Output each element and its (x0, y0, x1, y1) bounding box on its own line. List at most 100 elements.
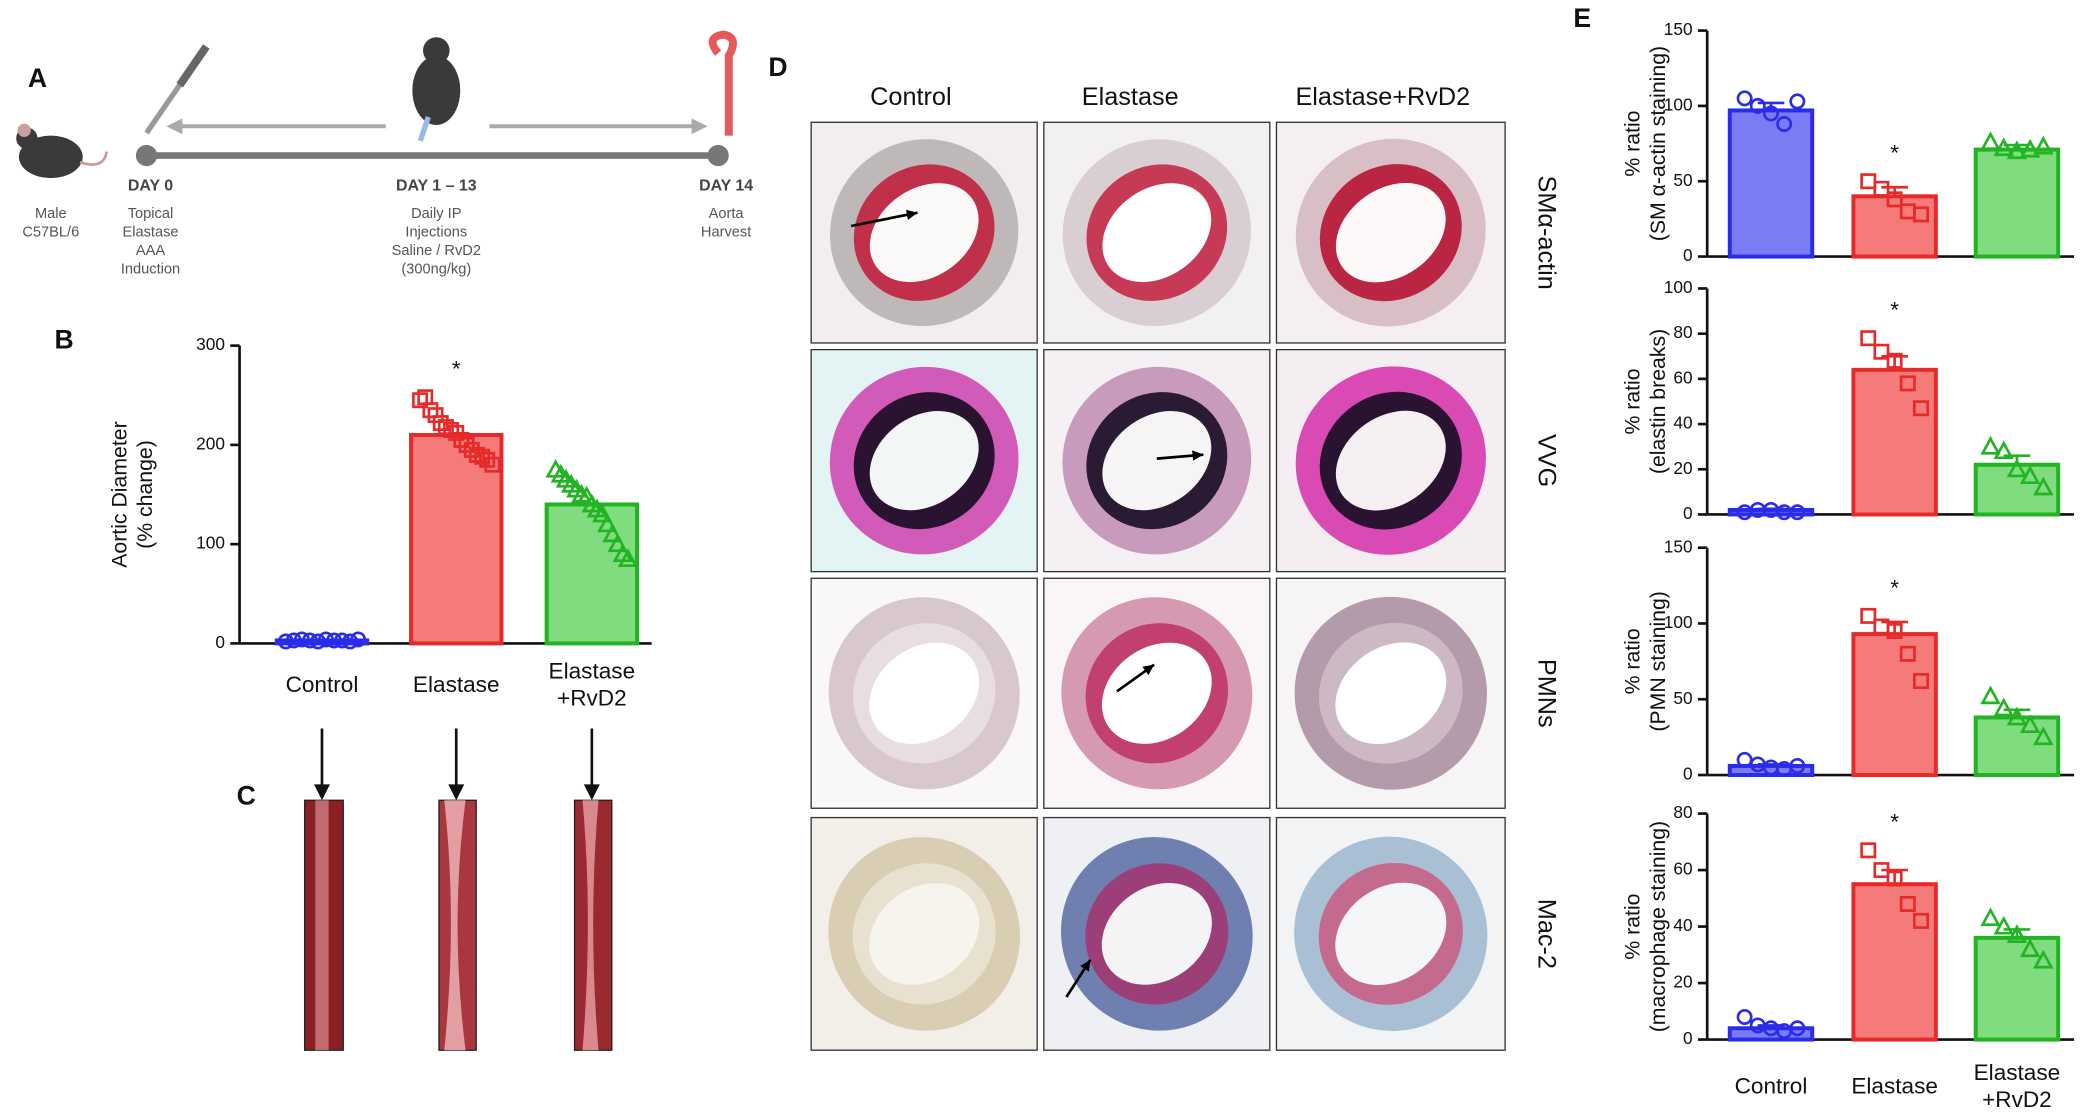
y-tick-label: 0 (1683, 1028, 1693, 1048)
x-tick-label: Elastase +RvD2 (1974, 1060, 2061, 1112)
lumen (1335, 410, 1446, 511)
data-point (2019, 138, 2041, 158)
data-point (591, 503, 613, 523)
data-point (458, 436, 475, 453)
data-point (1749, 97, 1766, 114)
panel-label: B (54, 325, 73, 355)
y-tick-label: 150 (1664, 536, 1693, 556)
lumen (869, 411, 979, 511)
data-point (1860, 330, 1877, 347)
panel-label: E (1573, 3, 1591, 33)
y-tick-label: 80 (1673, 802, 1692, 822)
data-point (571, 483, 592, 503)
bar (1851, 882, 1938, 1042)
data-point (301, 632, 318, 649)
day-note: Daily IP (411, 206, 461, 222)
data-point (1993, 915, 2014, 935)
data-point (1886, 623, 1903, 640)
lumen (869, 883, 980, 985)
data-point (607, 533, 628, 553)
y-tick-label: 100 (1664, 612, 1693, 632)
data-point (597, 513, 618, 533)
y-tick-label: 0 (215, 632, 225, 652)
row-label: PMNs (1532, 659, 1560, 728)
day-note: Aorta (709, 206, 745, 222)
data-point (1886, 352, 1903, 369)
x-tick-label: Control (286, 672, 359, 697)
data-point (1993, 697, 2014, 717)
data-point (2006, 706, 2028, 726)
y-tick-label: 200 (196, 433, 225, 453)
lumen (869, 183, 979, 283)
day-title: DAY 0 (128, 177, 173, 194)
data-point (2019, 938, 2041, 958)
data-point (2006, 140, 2028, 160)
data-point (1899, 645, 1916, 662)
day-note: Harvest (701, 224, 751, 240)
data-point (350, 631, 367, 648)
lumen (1335, 642, 1447, 745)
mouse-label: C57BL/6 (22, 224, 79, 240)
bar (1973, 147, 2061, 259)
lumen (1335, 882, 1447, 986)
panel-label: C (237, 781, 256, 811)
data-point (2033, 476, 2054, 496)
y-tick-label: 300 (196, 334, 225, 354)
y-tick-label: 50 (1673, 170, 1692, 190)
data-point (422, 402, 439, 419)
data-point (1913, 400, 1929, 417)
data-point (617, 548, 639, 568)
bar (1851, 367, 1938, 517)
bar (1727, 507, 1815, 517)
data-point (1913, 912, 1929, 929)
bar (1973, 935, 2061, 1042)
day-note: Saline / RvD2 (392, 243, 481, 259)
data-point (1873, 862, 1890, 879)
data-point (2006, 458, 2028, 478)
mouse-label: Male (35, 206, 67, 222)
bar (1727, 108, 1815, 259)
data-point (1980, 131, 2001, 151)
x-tick-label: Control (1735, 1073, 1808, 1098)
data-point (1860, 173, 1877, 190)
bar (1973, 462, 2061, 517)
y-axis-label: % ratio(PMN staining) (1620, 591, 1670, 732)
data-point (1789, 1020, 1806, 1037)
row-label: SMα-actin (1532, 176, 1560, 290)
lumen (1335, 182, 1446, 283)
data-point (1913, 673, 1929, 690)
data-point (1860, 842, 1877, 859)
lumen (1101, 642, 1212, 744)
data-point (1789, 757, 1806, 774)
lumen (1102, 183, 1212, 283)
data-point (468, 446, 485, 463)
row-label: Mac-2 (1532, 899, 1560, 969)
column-label: Elastase (1082, 83, 1179, 111)
data-point (1993, 137, 2014, 157)
data-point (1980, 907, 2001, 927)
data-point (1789, 504, 1806, 521)
day-note: Elastase (122, 224, 178, 240)
column-label: Elastase+RvD2 (1295, 83, 1470, 111)
significance-mark: * (1890, 575, 1899, 600)
lumen (1101, 883, 1212, 985)
significance-mark: * (452, 357, 461, 382)
day-note: (300ng/kg) (401, 262, 471, 278)
significance-mark: * (1890, 298, 1899, 323)
data-point (1980, 435, 2001, 455)
y-tick-label: 100 (196, 533, 225, 553)
data-point (2019, 714, 2041, 733)
data-point (1913, 206, 1929, 223)
data-point (318, 631, 334, 648)
arrow-head (1080, 959, 1091, 972)
mouse-icon (16, 123, 108, 179)
data-point (1899, 375, 1916, 392)
data-point (2006, 924, 2028, 944)
lumen (1102, 411, 1212, 511)
data-point (1886, 870, 1903, 887)
arrow-head (691, 118, 708, 135)
x-tick-label: Elastase (1851, 1073, 1938, 1098)
significance-mark: * (1890, 141, 1899, 166)
x-tick-label: Elastase (413, 672, 500, 697)
day-title: DAY 14 (699, 177, 753, 194)
